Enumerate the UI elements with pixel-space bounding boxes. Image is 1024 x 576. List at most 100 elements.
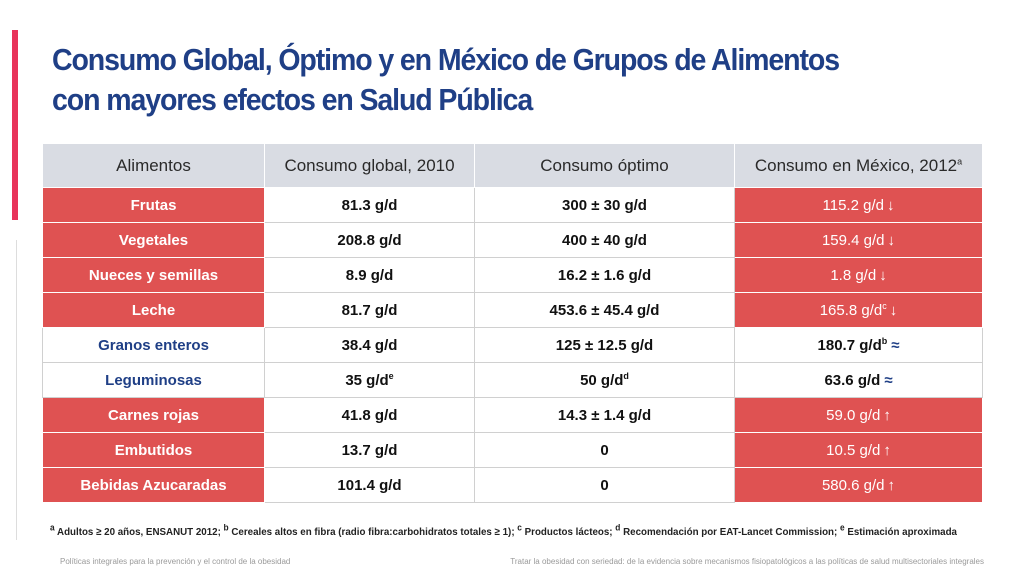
cell-global: 81.3 g/d [264,187,475,223]
trend-indicator: ↑ [883,406,891,424]
cell-food: Vegetales [42,222,265,258]
footnote-b-mark: b [223,522,229,533]
optimal-value: 453.6 ± 45.4 g/d [549,301,660,319]
global-value: 13.7 g/d [341,441,398,459]
cell-mexico: 165.8 g/dc ↓ [734,292,983,328]
cell-optimal: 16.2 ± 1.6 g/d [474,257,735,293]
footnote-e: Estimación aproximada [844,526,957,538]
cell-optimal: 14.3 ± 1.4 g/d [474,397,735,433]
cell-optimal: 125 ± 12.5 g/d [474,327,735,363]
footnote-b: Cereales altos en fibra (radio fibra:car… [228,526,518,538]
trend-indicator: ↓ [886,196,895,214]
mexico-value: 180.7 g/d [817,336,882,354]
food-label: Bebidas Azucaradas [80,476,227,494]
cell-optimal: 0 [474,467,735,503]
food-label: Granos enteros [98,336,209,354]
cell-food: Carnes rojas [42,397,265,433]
mexico-value: 165.8 g/d [819,301,883,319]
footer-left: Políticas integrales para la prevención … [60,557,291,566]
footnote-c-mark: c [517,522,522,533]
footnote-c: Productos lácteos; [521,526,616,538]
mexico-sup: b [881,335,888,346]
header-mexico: Consumo en México, 2012a [734,143,983,188]
trend-indicator: ↓ [879,266,887,284]
trend-indicator: ≈ [884,371,893,389]
mexico-sup: c [882,300,887,311]
food-label: Nueces y semillas [88,266,219,284]
optimal-value: 0 [600,476,609,494]
mexico-value: 580.6 g/d [821,476,885,494]
cell-global: 13.7 g/d [264,432,475,468]
trend-indicator: ↑ [883,441,891,459]
footnote-a-mark: a [50,522,55,533]
header-mexico-sup: a [957,155,963,166]
footnote-d-mark: d [615,522,621,533]
cell-mexico: 115.2 g/d ↓ [734,187,983,223]
cell-food: Leguminosas [42,362,265,398]
global-value: 208.8 g/d [337,231,402,249]
optimal-value: 300 ± 30 g/d [562,196,647,214]
table-row: Leche 81.7 g/d 453.6 ± 45.4 g/d 165.8 g/… [42,292,983,328]
global-value: 41.8 g/d [341,406,398,424]
cell-global: 101.4 g/d [264,467,475,503]
global-value: 8.9 g/d [345,266,394,284]
trend-indicator: ↓ [887,231,896,249]
cell-global: 8.9 g/d [264,257,475,293]
cell-food: Embutidos [42,432,265,468]
cell-global: 41.8 g/d [264,397,475,433]
cell-food: Nueces y semillas [42,257,265,293]
food-label: Carnes rojas [108,406,199,424]
mexico-value: 159.4 g/d [821,231,885,249]
table-header-row: Alimentos Consumo global, 2010 Consumo ó… [42,143,983,188]
table-row: Nueces y semillas 8.9 g/d 16.2 ± 1.6 g/d… [42,257,983,293]
cell-mexico: 59.0 g/d ↑ [734,397,983,433]
mexico-value: 10.5 g/d [826,441,881,459]
header-mexico-label: Consumo en México, 2012 [754,155,958,175]
table-row: Embutidos 13.7 g/d 0 10.5 g/d ↑ [42,432,983,468]
cell-optimal: 50 g/dd [474,362,735,398]
cell-optimal: 300 ± 30 g/d [474,187,735,223]
cell-mexico: 159.4 g/d ↓ [734,222,983,258]
table-row: Leguminosas 35 g/de 50 g/dd 63.6 g/d ≈ [42,362,983,398]
optimal-value: 14.3 ± 1.4 g/d [557,406,652,424]
footnote-d: Recomendación por EAT-Lancet Commission; [620,526,840,538]
header-food: Alimentos [42,143,265,188]
cell-mexico: 63.6 g/d ≈ [734,362,983,398]
food-label: Frutas [130,196,177,214]
table-row: Bebidas Azucaradas 101.4 g/d 0 580.6 g/d… [42,467,983,503]
food-consumption-table: Alimentos Consumo global, 2010 Consumo ó… [42,143,983,503]
accent-bar [12,30,18,220]
cell-global: 35 g/de [264,362,475,398]
mexico-value: 63.6 g/d [824,371,881,389]
cell-optimal: 453.6 ± 45.4 g/d [474,292,735,328]
food-label: Leche [131,301,176,319]
optimal-value: 0 [600,441,609,459]
footer-right: Tratar la obesidad con seriedad: de la e… [510,557,984,566]
global-value: 38.4 g/d [341,336,398,354]
header-global: Consumo global, 2010 [264,143,475,188]
accent-divider [16,240,17,540]
global-sup: e [388,370,394,381]
optimal-value: 400 ± 40 g/d [562,231,647,249]
global-value: 81.3 g/d [341,196,398,214]
cell-global: 38.4 g/d [264,327,475,363]
cell-food: Leche [42,292,265,328]
global-value: 101.4 g/d [337,476,402,494]
cell-optimal: 0 [474,432,735,468]
slide-title-line-1: Consumo Global, Óptimo y en México de Gr… [52,42,840,77]
table-row: Carnes rojas 41.8 g/d 14.3 ± 1.4 g/d 59.… [42,397,983,433]
cell-mexico: 580.6 g/d ↑ [734,467,983,503]
trend-indicator: ↑ [887,476,896,494]
table-body: Frutas 81.3 g/d 300 ± 30 g/d 115.2 g/d ↓ … [42,187,983,503]
cell-food: Granos enteros [42,327,265,363]
mexico-value: 115.2 g/d [822,196,884,214]
slide-title-line-2: con mayores efectos en Salud Pública [52,82,533,117]
cell-mexico: 180.7 g/db ≈ [734,327,983,363]
footnote: a Adultos ≥ 20 años, ENSANUT 2012; b Cer… [50,522,957,538]
optimal-value: 125 ± 12.5 g/d [555,336,654,354]
trend-indicator: ↓ [889,301,898,319]
global-value: 35 g/d [345,371,389,389]
footnote-a: Adultos ≥ 20 años, ENSANUT 2012; [54,526,224,538]
cell-mexico: 1.8 g/d ↓ [734,257,983,293]
optimal-value: 16.2 ± 1.6 g/d [557,266,652,284]
